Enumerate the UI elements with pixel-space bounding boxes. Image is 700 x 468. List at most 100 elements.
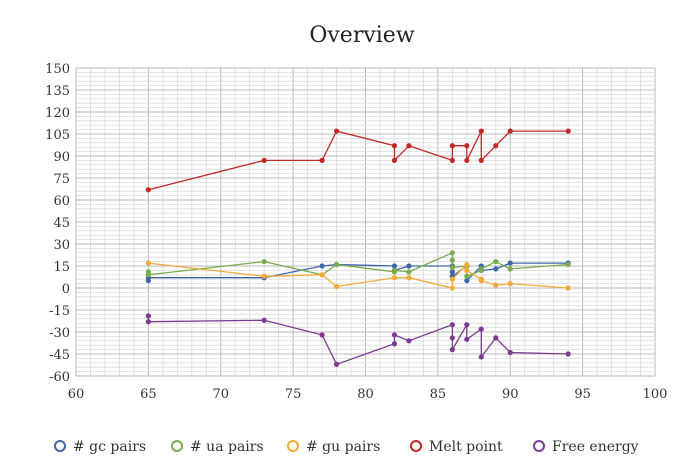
data-point bbox=[493, 282, 499, 288]
data-point bbox=[478, 157, 484, 163]
data-point bbox=[464, 278, 470, 284]
data-point bbox=[449, 335, 455, 341]
data-point bbox=[145, 187, 151, 193]
data-point bbox=[478, 354, 484, 360]
data-point bbox=[406, 263, 412, 269]
x-tick-label: 80 bbox=[357, 387, 374, 402]
data-point bbox=[493, 335, 499, 341]
legend-label: # ua pairs bbox=[190, 439, 264, 455]
data-point bbox=[507, 128, 513, 134]
y-tick-label: 75 bbox=[53, 172, 70, 187]
y-tick-label: 45 bbox=[53, 216, 70, 231]
data-point bbox=[464, 261, 470, 268]
data-point bbox=[406, 338, 412, 344]
legend-entry: # gu pairs bbox=[287, 439, 380, 455]
series-line bbox=[147, 251, 569, 278]
legend: # gc pairs # ua pairs # gu pairs Melt point… bbox=[54, 439, 639, 455]
data-point bbox=[391, 143, 398, 149]
legend-marker-icon bbox=[171, 440, 183, 452]
y-tick-label: 120 bbox=[45, 106, 70, 121]
series-line bbox=[148, 130, 569, 191]
y-tick-label: 150 bbox=[45, 62, 70, 77]
data-point bbox=[319, 272, 325, 278]
data-point bbox=[449, 264, 455, 271]
data-point bbox=[391, 332, 398, 338]
y-tick-label: -15 bbox=[49, 304, 70, 319]
y-tick-label: -60 bbox=[49, 370, 70, 385]
data-point bbox=[261, 317, 267, 323]
data-point bbox=[145, 313, 151, 319]
legend-entry: Melt point bbox=[410, 439, 503, 455]
data-point bbox=[391, 275, 398, 281]
data-point bbox=[478, 266, 484, 272]
legend-entry: Free energy bbox=[533, 439, 639, 455]
data-point bbox=[565, 128, 571, 134]
data-point bbox=[464, 336, 470, 342]
data-point bbox=[478, 278, 484, 284]
data-point bbox=[449, 347, 455, 353]
axis-layer: 60 65 70 75 80 85 90 95 100 -60 -45 -30 -15 0 15 30 45 60… bbox=[45, 62, 667, 402]
series-layer bbox=[145, 128, 571, 367]
y-tick-label: -30 bbox=[49, 326, 70, 341]
y-tick-label: 105 bbox=[45, 128, 70, 143]
data-point bbox=[449, 257, 455, 263]
data-point bbox=[565, 261, 571, 268]
data-point bbox=[507, 281, 513, 287]
data-point bbox=[319, 263, 325, 269]
data-point bbox=[565, 351, 571, 357]
series-gc-pairs bbox=[145, 260, 571, 284]
legend-label: # gc pairs bbox=[73, 439, 146, 455]
data-point bbox=[449, 269, 455, 275]
y-tick-label: 0 bbox=[62, 282, 70, 297]
data-point bbox=[333, 261, 340, 268]
grid-layer bbox=[75, 67, 656, 377]
x-tick-label: 85 bbox=[430, 387, 447, 402]
data-point bbox=[406, 143, 412, 149]
x-tick-label: 90 bbox=[502, 387, 519, 402]
x-tick-label: 75 bbox=[285, 387, 302, 402]
y-tick-label: 60 bbox=[53, 194, 70, 209]
data-point bbox=[478, 128, 484, 134]
series-line bbox=[147, 315, 569, 366]
data-point bbox=[319, 332, 325, 338]
data-point bbox=[493, 143, 499, 149]
data-point bbox=[145, 319, 151, 325]
y-tick-label: 135 bbox=[45, 84, 70, 99]
data-point bbox=[145, 260, 151, 266]
series-gu-pairs bbox=[145, 260, 571, 291]
data-point bbox=[507, 260, 513, 266]
y-tick-label: 90 bbox=[53, 150, 70, 165]
data-point bbox=[449, 276, 455, 282]
legend-entry: # ua pairs bbox=[171, 439, 264, 455]
data-point bbox=[464, 143, 470, 149]
y-tick-label: -45 bbox=[49, 348, 70, 363]
data-point bbox=[406, 275, 412, 281]
data-point bbox=[449, 143, 455, 149]
x-tick-label: 100 bbox=[643, 387, 668, 402]
data-point bbox=[464, 322, 470, 328]
data-point bbox=[493, 266, 499, 272]
series-melt-point bbox=[145, 128, 571, 193]
data-point bbox=[145, 272, 151, 278]
x-tick-label: 70 bbox=[212, 387, 229, 402]
data-point bbox=[507, 349, 513, 356]
data-point bbox=[449, 322, 455, 328]
x-tick-label: 60 bbox=[68, 387, 85, 402]
data-point bbox=[406, 269, 412, 275]
data-point bbox=[449, 285, 455, 291]
x-tick-label: 65 bbox=[140, 387, 157, 402]
data-point bbox=[333, 361, 340, 367]
x-tick-label: 95 bbox=[574, 387, 591, 402]
data-point bbox=[391, 157, 398, 163]
legend-label: # gu pairs bbox=[306, 439, 380, 455]
data-point bbox=[261, 157, 267, 163]
chart-title: Overview bbox=[309, 23, 414, 48]
y-tick-label: 30 bbox=[53, 238, 70, 253]
data-point bbox=[493, 259, 499, 265]
data-point bbox=[333, 128, 340, 134]
legend-label: Free energy bbox=[552, 439, 639, 455]
legend-entry: # gc pairs bbox=[54, 439, 146, 455]
data-point bbox=[565, 285, 571, 291]
data-point bbox=[391, 267, 398, 273]
